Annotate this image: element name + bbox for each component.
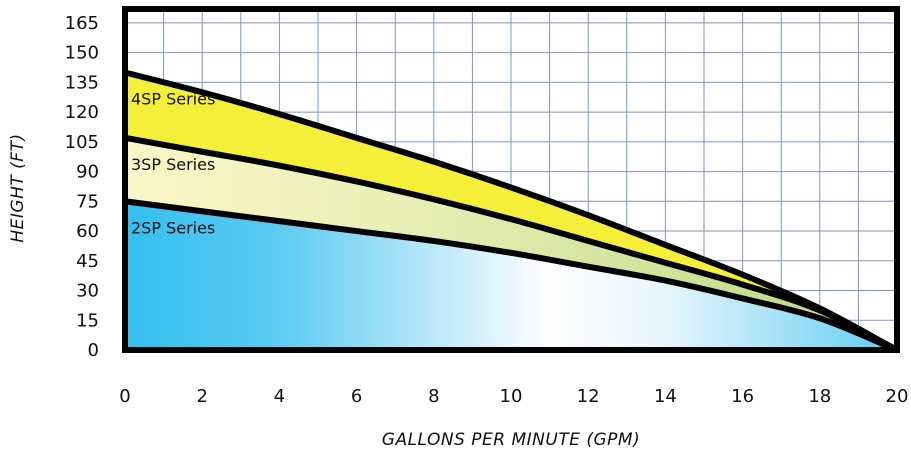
y-tick-label: 0: [88, 340, 99, 361]
x-tick-label: 14: [654, 386, 677, 407]
series-areas: [125, 72, 897, 350]
x-tick-label: 10: [500, 386, 523, 407]
area-2sp-series: [125, 201, 897, 350]
y-tick-label: 165: [65, 13, 99, 34]
x-axis-title: GALLONS PER MINUTE (GPM): [382, 430, 640, 450]
y-tick-label: 15: [76, 310, 99, 331]
plot-frame: [122, 6, 900, 353]
y-tick-label: 60: [76, 221, 99, 242]
y-tick-labels: 0 15 30 45 60 75 90 105 120 135 150 165: [65, 13, 99, 361]
curve-4sp-series: [124, 69, 899, 353]
y-tick-label: 120: [65, 102, 99, 123]
series-curves: [124, 69, 899, 353]
y-axis-title: HEIGHT (FT): [8, 133, 28, 242]
y-tick-label: 30: [76, 281, 99, 302]
x-tick-label: 0: [119, 386, 130, 407]
x-tick-label: 18: [808, 386, 831, 407]
x-tick-label: 2: [196, 386, 207, 407]
y-tick-label: 45: [76, 251, 99, 272]
y-tick-label: 150: [65, 43, 99, 64]
x-tick-label: 4: [274, 386, 285, 407]
x-tick-label: 6: [351, 386, 362, 407]
series-labels: 4SP Series 3SP Series 2SP Series: [131, 89, 215, 237]
x-tick-labels: 0 2 4 6 8 10 12 14 16 18 20: [119, 386, 908, 407]
x-tick-label: 12: [577, 386, 600, 407]
series-label-2sp-series: 2SP Series: [131, 218, 215, 237]
y-tick-label: 105: [65, 132, 99, 153]
curve-3sp-series: [124, 134, 899, 353]
y-tick-label: 75: [76, 191, 99, 212]
series-label-4sp-series: 4SP Series: [131, 89, 215, 108]
curve-2sp-series: [124, 198, 899, 353]
y-tick-label: 135: [65, 72, 99, 93]
x-tick-label: 20: [886, 386, 909, 407]
y-tick-label: 90: [76, 162, 99, 183]
series-label-3sp-series: 3SP Series: [131, 155, 215, 174]
x-tick-label: 16: [731, 386, 754, 407]
x-tick-label: 8: [428, 386, 439, 407]
